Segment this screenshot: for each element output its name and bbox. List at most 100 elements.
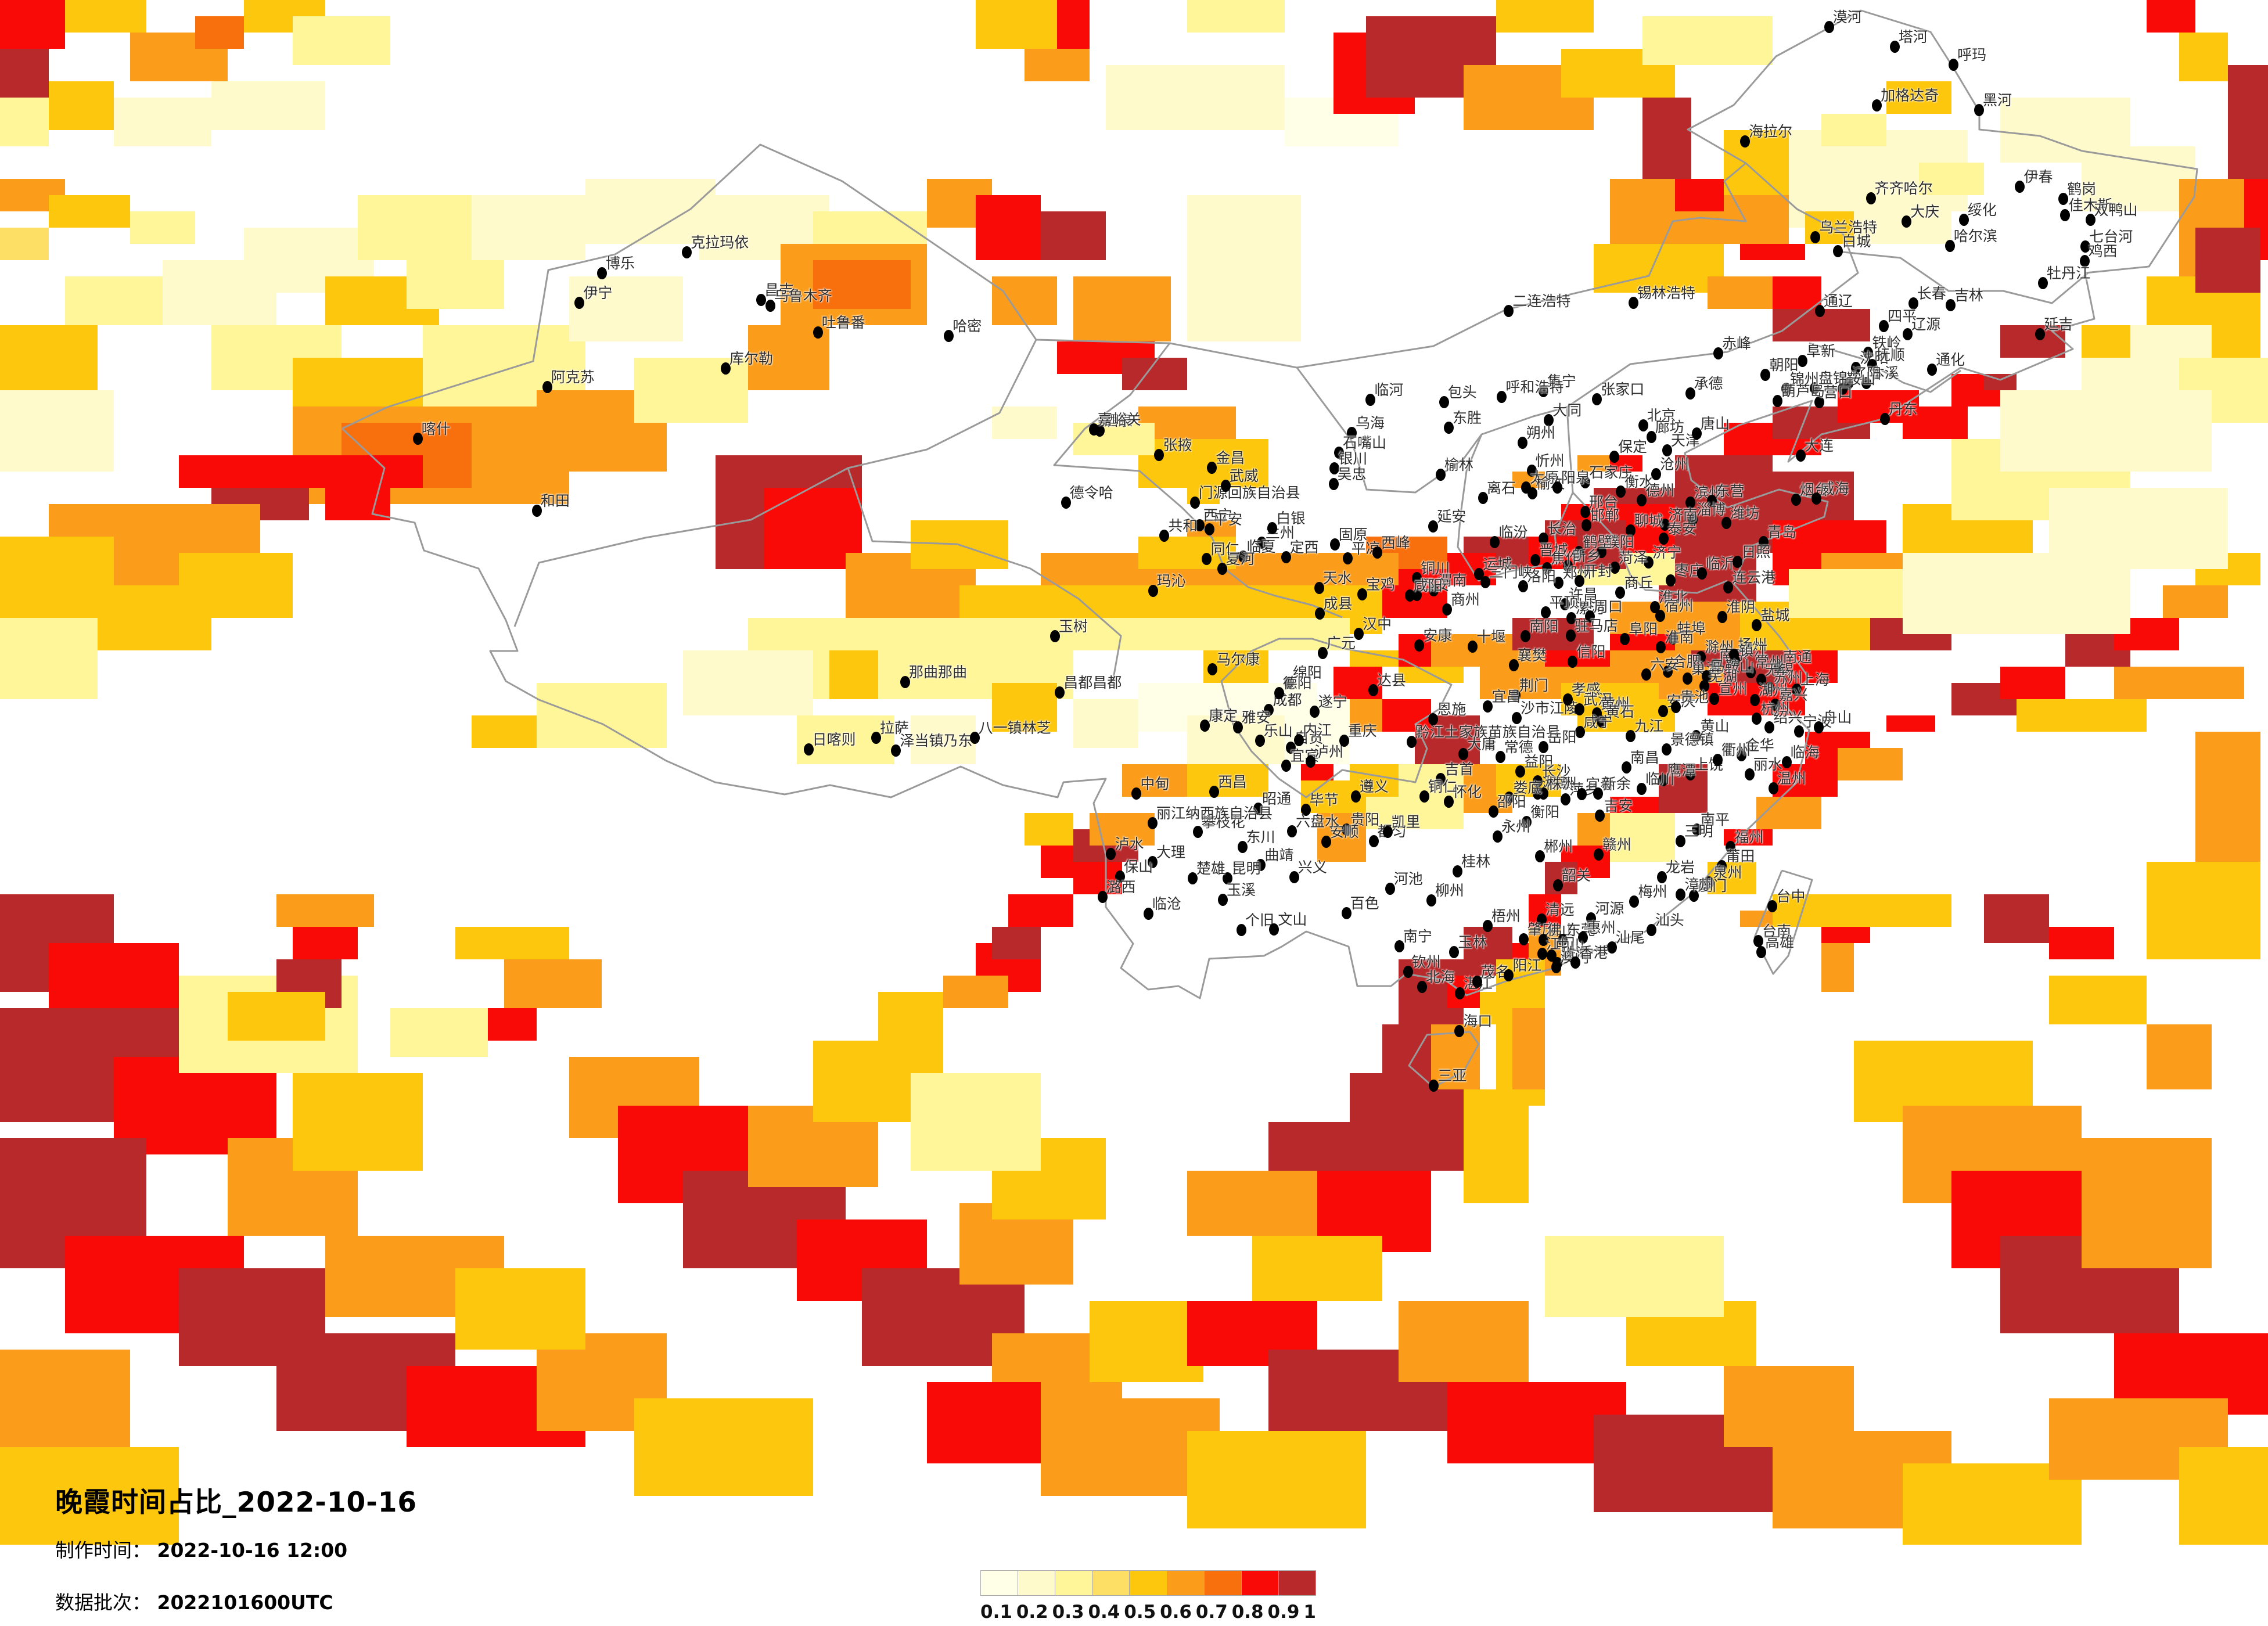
city-label: 遂宁: [1318, 693, 1347, 711]
heat-cell: [2195, 228, 2260, 293]
legend-swatch: [1241, 1571, 1279, 1595]
city-dot: [1538, 532, 1548, 545]
city-label: 本溪: [1870, 365, 1899, 382]
city-dot: [1552, 481, 1562, 494]
city-label: 吉安: [1604, 797, 1633, 814]
city-label: 葫芦岛: [1781, 382, 1825, 400]
heat-cell: [829, 650, 878, 699]
city-label: 泽当镇乃东: [900, 732, 973, 749]
city-label: 汕尾: [1615, 929, 1645, 946]
city-label: 阿克苏: [551, 368, 595, 386]
heat-cell: [2114, 667, 2244, 699]
city-label: 恩施: [1437, 700, 1467, 718]
city-label: 六盘水: [1296, 813, 1340, 830]
city-label: 三明: [1684, 823, 1713, 840]
legend-tick-label: 0.8: [1231, 1602, 1264, 1623]
city-dot: [1580, 505, 1590, 518]
city-dot: [1685, 387, 1695, 400]
city-label: 咸阳: [1413, 577, 1443, 594]
city-label: 毕节: [1309, 791, 1339, 808]
city-label: 营口: [1823, 383, 1853, 401]
city-label: 福州: [1734, 828, 1764, 846]
heat-cell: [65, 0, 146, 33]
heat-cell: [1708, 276, 1773, 309]
city-label: 三门峡: [1489, 563, 1533, 581]
city-label: 赤峰: [1722, 335, 1752, 352]
heat-cell: [1073, 699, 1138, 748]
city-label: 临汾: [1498, 523, 1528, 541]
city-dot: [1544, 413, 1554, 426]
city-label: 海拉尔: [1748, 123, 1792, 140]
city-dot: [1638, 419, 1648, 432]
city-label: 阳泉: [1561, 469, 1590, 487]
heat-cell: [1382, 699, 1431, 732]
heat-cell: [1187, 1171, 1317, 1236]
city-dot: [1810, 382, 1820, 395]
city-label: 河源: [1595, 900, 1624, 917]
city-label: 邵阳: [1497, 793, 1526, 810]
border-line: [513, 339, 1037, 627]
city-label: 淄博: [1696, 501, 1726, 519]
city-label: 玉溪: [1227, 881, 1256, 898]
heat-cell: [0, 1350, 130, 1447]
legend-tick-label: 0.4: [1088, 1602, 1120, 1623]
heat-cell: [1025, 49, 1090, 81]
heat-cell: [49, 195, 130, 228]
heat-cell: [1106, 65, 1285, 130]
city-label: 呼和浩特: [1505, 378, 1564, 395]
heat-cell: [195, 16, 244, 49]
city-label: 保定: [1618, 438, 1648, 456]
city-dot: [1814, 305, 1825, 318]
legend-swatch: [1018, 1571, 1056, 1595]
city-dot: [1444, 422, 1454, 434]
city-label: 淮阴: [1726, 599, 1755, 616]
city-dot: [1958, 213, 1969, 226]
city-label: 博乐: [606, 254, 635, 272]
city-dot: [1580, 476, 1591, 488]
city-label: 温州: [1777, 770, 1806, 787]
legend-tick-label: 0.3: [1052, 1602, 1084, 1623]
city-dot: [1628, 296, 1638, 309]
city-dot: [1833, 244, 1843, 257]
heat-cell: [813, 260, 911, 309]
city-label: 通化: [1936, 351, 1965, 369]
city-label: 忻州: [1535, 452, 1565, 469]
heat-cell: [65, 276, 179, 325]
city-label: 岳阳: [1547, 728, 1577, 746]
title-block: 晚霞时间占比_2022-10-16 制作时间： 2022-10-16 12:00…: [55, 1480, 417, 1615]
city-label: 衡水: [1624, 473, 1654, 490]
city-dot: [1329, 462, 1340, 475]
heat-cell: [1187, 1431, 1366, 1528]
city-label: 铁岭: [1872, 334, 1902, 351]
city-dot: [1760, 368, 1771, 381]
city-dot: [1439, 396, 1449, 409]
heat-cell: [1073, 862, 1122, 894]
city-label: 辽阳: [1852, 365, 1881, 383]
city-label: 沧州: [1660, 456, 1690, 473]
city-dot: [1517, 437, 1527, 449]
city-label: 六安: [1650, 656, 1680, 673]
city-dot: [1949, 59, 1959, 71]
city-label: 定西: [1289, 539, 1319, 556]
heat-cell: [1838, 390, 1919, 423]
city-label: 天水: [1322, 569, 1352, 587]
city-dot: [1879, 319, 1889, 332]
city-label: 集宁: [1547, 372, 1576, 390]
city-label: 西峰: [1381, 534, 1410, 552]
city-label: 潍坊: [1730, 504, 1760, 521]
city-label: 临川: [1645, 771, 1674, 788]
heat-cell: [2147, 862, 2260, 959]
heat-cell: [1090, 1301, 1203, 1382]
city-label: 鹤岗: [2067, 181, 2097, 198]
city-dot: [1903, 328, 1913, 341]
city-label: 吉林: [1954, 287, 1983, 304]
legend-swatch: [1130, 1571, 1167, 1595]
heat-cell: [2179, 33, 2228, 81]
heat-cell: [276, 894, 374, 927]
city-dot: [1615, 485, 1626, 498]
heat-cell: [634, 1398, 813, 1496]
city-label: 柳州: [1435, 882, 1464, 899]
heat-cell: [1659, 764, 1708, 813]
city-label: 绍兴: [1773, 709, 1803, 726]
